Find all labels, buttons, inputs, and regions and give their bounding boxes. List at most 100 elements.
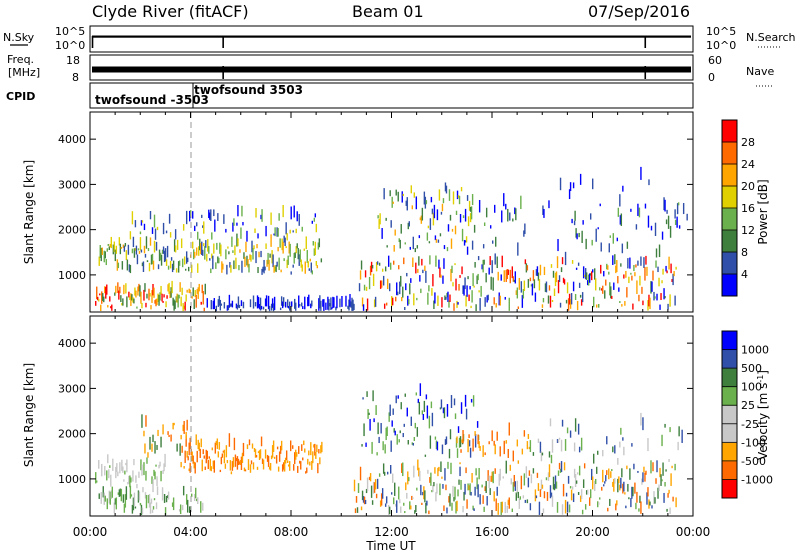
power-cell xyxy=(398,238,400,243)
velocity-cell xyxy=(203,455,205,459)
velocity-cell xyxy=(172,422,174,430)
velocity-cell xyxy=(462,506,464,513)
power-cell xyxy=(201,214,203,218)
x-tick-label: 20:00 xyxy=(575,525,610,539)
power-cell xyxy=(441,203,444,212)
power-cell xyxy=(402,193,404,197)
velocity-cell xyxy=(579,495,582,502)
velocity-cell xyxy=(426,500,428,506)
power-cell xyxy=(484,297,486,307)
velocity-cell xyxy=(248,439,251,446)
power-cell xyxy=(565,299,568,304)
velocity-cell xyxy=(196,450,198,463)
velocity-cell xyxy=(392,473,394,483)
power-cell xyxy=(139,285,141,297)
power-cell xyxy=(278,257,280,271)
velocity-cell xyxy=(576,472,579,475)
power-cell xyxy=(315,261,318,266)
power-cell xyxy=(188,210,191,222)
power-cell xyxy=(568,293,571,305)
velocity-cell xyxy=(614,445,616,454)
velocity-cell xyxy=(453,398,456,406)
velocity-cell xyxy=(216,438,219,449)
velocity-cell xyxy=(612,446,614,453)
velocity-cell xyxy=(112,458,114,471)
power-colorbar-segment xyxy=(722,186,737,209)
velocity-cell xyxy=(647,438,649,452)
power-cell xyxy=(408,221,410,227)
velocity-cell xyxy=(402,433,404,438)
velocity-cell xyxy=(476,477,478,490)
velocity-cell xyxy=(591,476,594,490)
power-cell xyxy=(151,253,154,265)
velocity-cell xyxy=(416,427,419,437)
power-cell xyxy=(608,243,610,253)
station-title: Clyde River (fitACF) xyxy=(92,2,249,21)
power-cell xyxy=(571,260,574,264)
power-cell xyxy=(180,238,183,249)
power-cell xyxy=(98,298,100,302)
power-cell xyxy=(213,298,216,310)
power-cell xyxy=(514,271,517,284)
power-cell xyxy=(667,215,670,229)
power-cell xyxy=(445,185,448,194)
power-cell xyxy=(591,239,593,246)
power-cell xyxy=(209,258,211,261)
power-cell xyxy=(125,250,128,261)
power-cell xyxy=(220,303,223,306)
velocity-cell xyxy=(408,477,410,482)
power-ytick-label: 2000 xyxy=(58,224,86,237)
power-cell xyxy=(169,291,171,299)
power-cell xyxy=(476,275,478,285)
power-cell xyxy=(381,228,383,239)
power-cell xyxy=(350,301,352,308)
power-cell xyxy=(364,270,367,278)
velocity-cell xyxy=(246,444,249,450)
velocity-cell xyxy=(176,443,178,452)
power-cell xyxy=(432,212,435,226)
power-cell xyxy=(579,173,582,185)
power-cell xyxy=(166,295,168,299)
velocity-cell xyxy=(370,485,373,498)
velocity-cell xyxy=(500,501,502,515)
power-cell xyxy=(419,275,421,282)
velocity-cell xyxy=(167,491,170,500)
power-cell xyxy=(271,250,273,264)
velocity-cell xyxy=(470,398,473,403)
velocity-cell xyxy=(110,474,112,487)
velocity-cell xyxy=(383,471,386,476)
velocity-cell xyxy=(622,437,624,441)
velocity-cell xyxy=(541,484,544,489)
power-cell xyxy=(136,254,139,265)
power-cell xyxy=(159,292,161,301)
power-cell xyxy=(582,266,585,279)
freq-tick-top: 18 xyxy=(66,54,80,67)
velocity-cell xyxy=(664,481,666,487)
power-cell xyxy=(204,283,206,295)
power-cell xyxy=(220,244,222,257)
velocity-cell xyxy=(604,481,606,484)
power-cell xyxy=(621,243,624,254)
power-cell xyxy=(453,303,455,311)
velocity-cell xyxy=(209,458,211,471)
velocity-cell xyxy=(407,440,409,445)
velocity-cell xyxy=(465,467,467,474)
velocity-cell xyxy=(153,498,156,501)
velocity-cell xyxy=(182,485,185,496)
velocity-cell xyxy=(302,457,304,461)
power-cell xyxy=(610,286,612,299)
power-cell xyxy=(102,293,104,301)
power-cell xyxy=(499,295,501,306)
velocity-cell xyxy=(152,434,154,443)
velocity-cell xyxy=(365,442,367,447)
nave-tick-bottom: 0 xyxy=(708,71,715,84)
power-cell xyxy=(485,273,487,283)
power-cell xyxy=(520,195,522,210)
velocity-ytick-label: 3000 xyxy=(58,382,86,395)
power-cell xyxy=(232,250,234,253)
power-cell xyxy=(174,245,177,253)
power-cell xyxy=(432,274,434,287)
velocity-cell xyxy=(264,449,267,459)
power-cell xyxy=(157,264,160,270)
power-cell xyxy=(197,287,199,299)
